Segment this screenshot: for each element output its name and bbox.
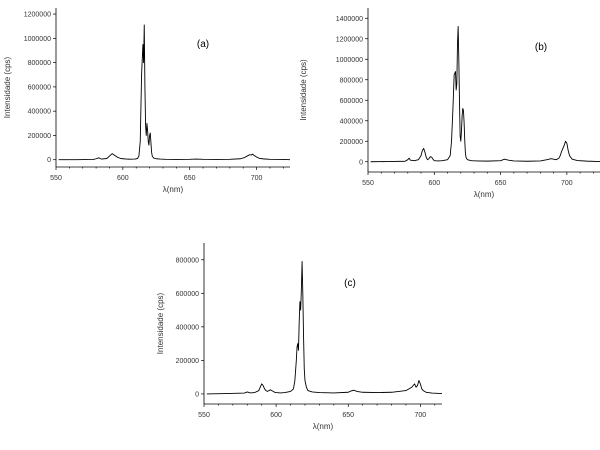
y-tick-label-b: 600000 [340, 98, 363, 105]
x-tick-label-c: 700 [415, 412, 427, 419]
y-tick-label-b: 1400000 [336, 16, 363, 23]
chart-panel-b: 550 600 650 700 0 200000 400000 600000 800000 100… [299, 8, 600, 199]
y-tick-label-b: 1200000 [336, 36, 363, 43]
y-axis-title-a: Intensidade (cps) [3, 56, 12, 118]
x-tick-label-a: 650 [184, 175, 196, 182]
x-tick-label-c: 550 [198, 412, 210, 419]
x-tick-label-b: 700 [561, 180, 573, 187]
x-tick-label-c: 650 [342, 412, 354, 419]
y-tick-label-a: 0 [47, 157, 51, 164]
y-tick-label-b: 0 [359, 159, 363, 166]
chart-panel-c: 550 600 650 700 0 200000 400000 600000 800000 λ(n… [156, 243, 443, 431]
spectrum-series-line-a [58, 24, 291, 161]
y-tick-label-a: 1000000 [24, 36, 51, 43]
y-tick-label-b: 800000 [340, 77, 363, 84]
y-axis-title-c: Intensidade (cps) [156, 292, 165, 354]
panel-label-b: (b) [535, 42, 547, 53]
x-tick-label-c: 600 [270, 412, 282, 419]
y-tick-label-a: 400000 [28, 109, 51, 116]
y-tick-label-a: 200000 [28, 133, 51, 140]
x-tick-label-b: 550 [362, 180, 374, 187]
x-tick-label-a: 700 [251, 175, 263, 182]
x-tick-label-a: 550 [50, 175, 62, 182]
y-axis-title-b: Intensidade (cps) [299, 59, 308, 121]
x-tick-label-a: 600 [117, 175, 129, 182]
x-axis-title-a: λ(nm) [163, 185, 184, 194]
x-axis-title-c: λ(nm) [313, 422, 334, 431]
x-axis-title-b: λ(nm) [474, 190, 495, 199]
y-tick-label-a: 800000 [28, 60, 51, 67]
y-tick-label-a: 1200000 [24, 12, 51, 19]
x-tick-label-b: 650 [495, 180, 507, 187]
y-tick-label-c: 600000 [176, 291, 199, 298]
y-tick-label-c: 200000 [176, 358, 199, 365]
y-tick-label-c: 0 [195, 391, 199, 398]
y-tick-label-b: 1000000 [336, 57, 363, 64]
y-tick-label-b: 200000 [340, 139, 363, 146]
panel-label-c: (c) [344, 278, 356, 289]
y-tick-label-c: 800000 [176, 257, 199, 264]
y-tick-label-a: 600000 [28, 84, 51, 91]
spectrum-series-line-b [370, 26, 600, 163]
x-tick-label-b: 600 [428, 180, 440, 187]
chart-panel-a: 550 600 650 700 0 200000 400000 600000 800000 100… [3, 8, 291, 194]
spectrum-series-line-c [206, 261, 443, 395]
y-tick-label-b: 400000 [340, 118, 363, 125]
panel-label-a: (a) [197, 39, 209, 50]
y-tick-label-c: 400000 [176, 324, 199, 331]
